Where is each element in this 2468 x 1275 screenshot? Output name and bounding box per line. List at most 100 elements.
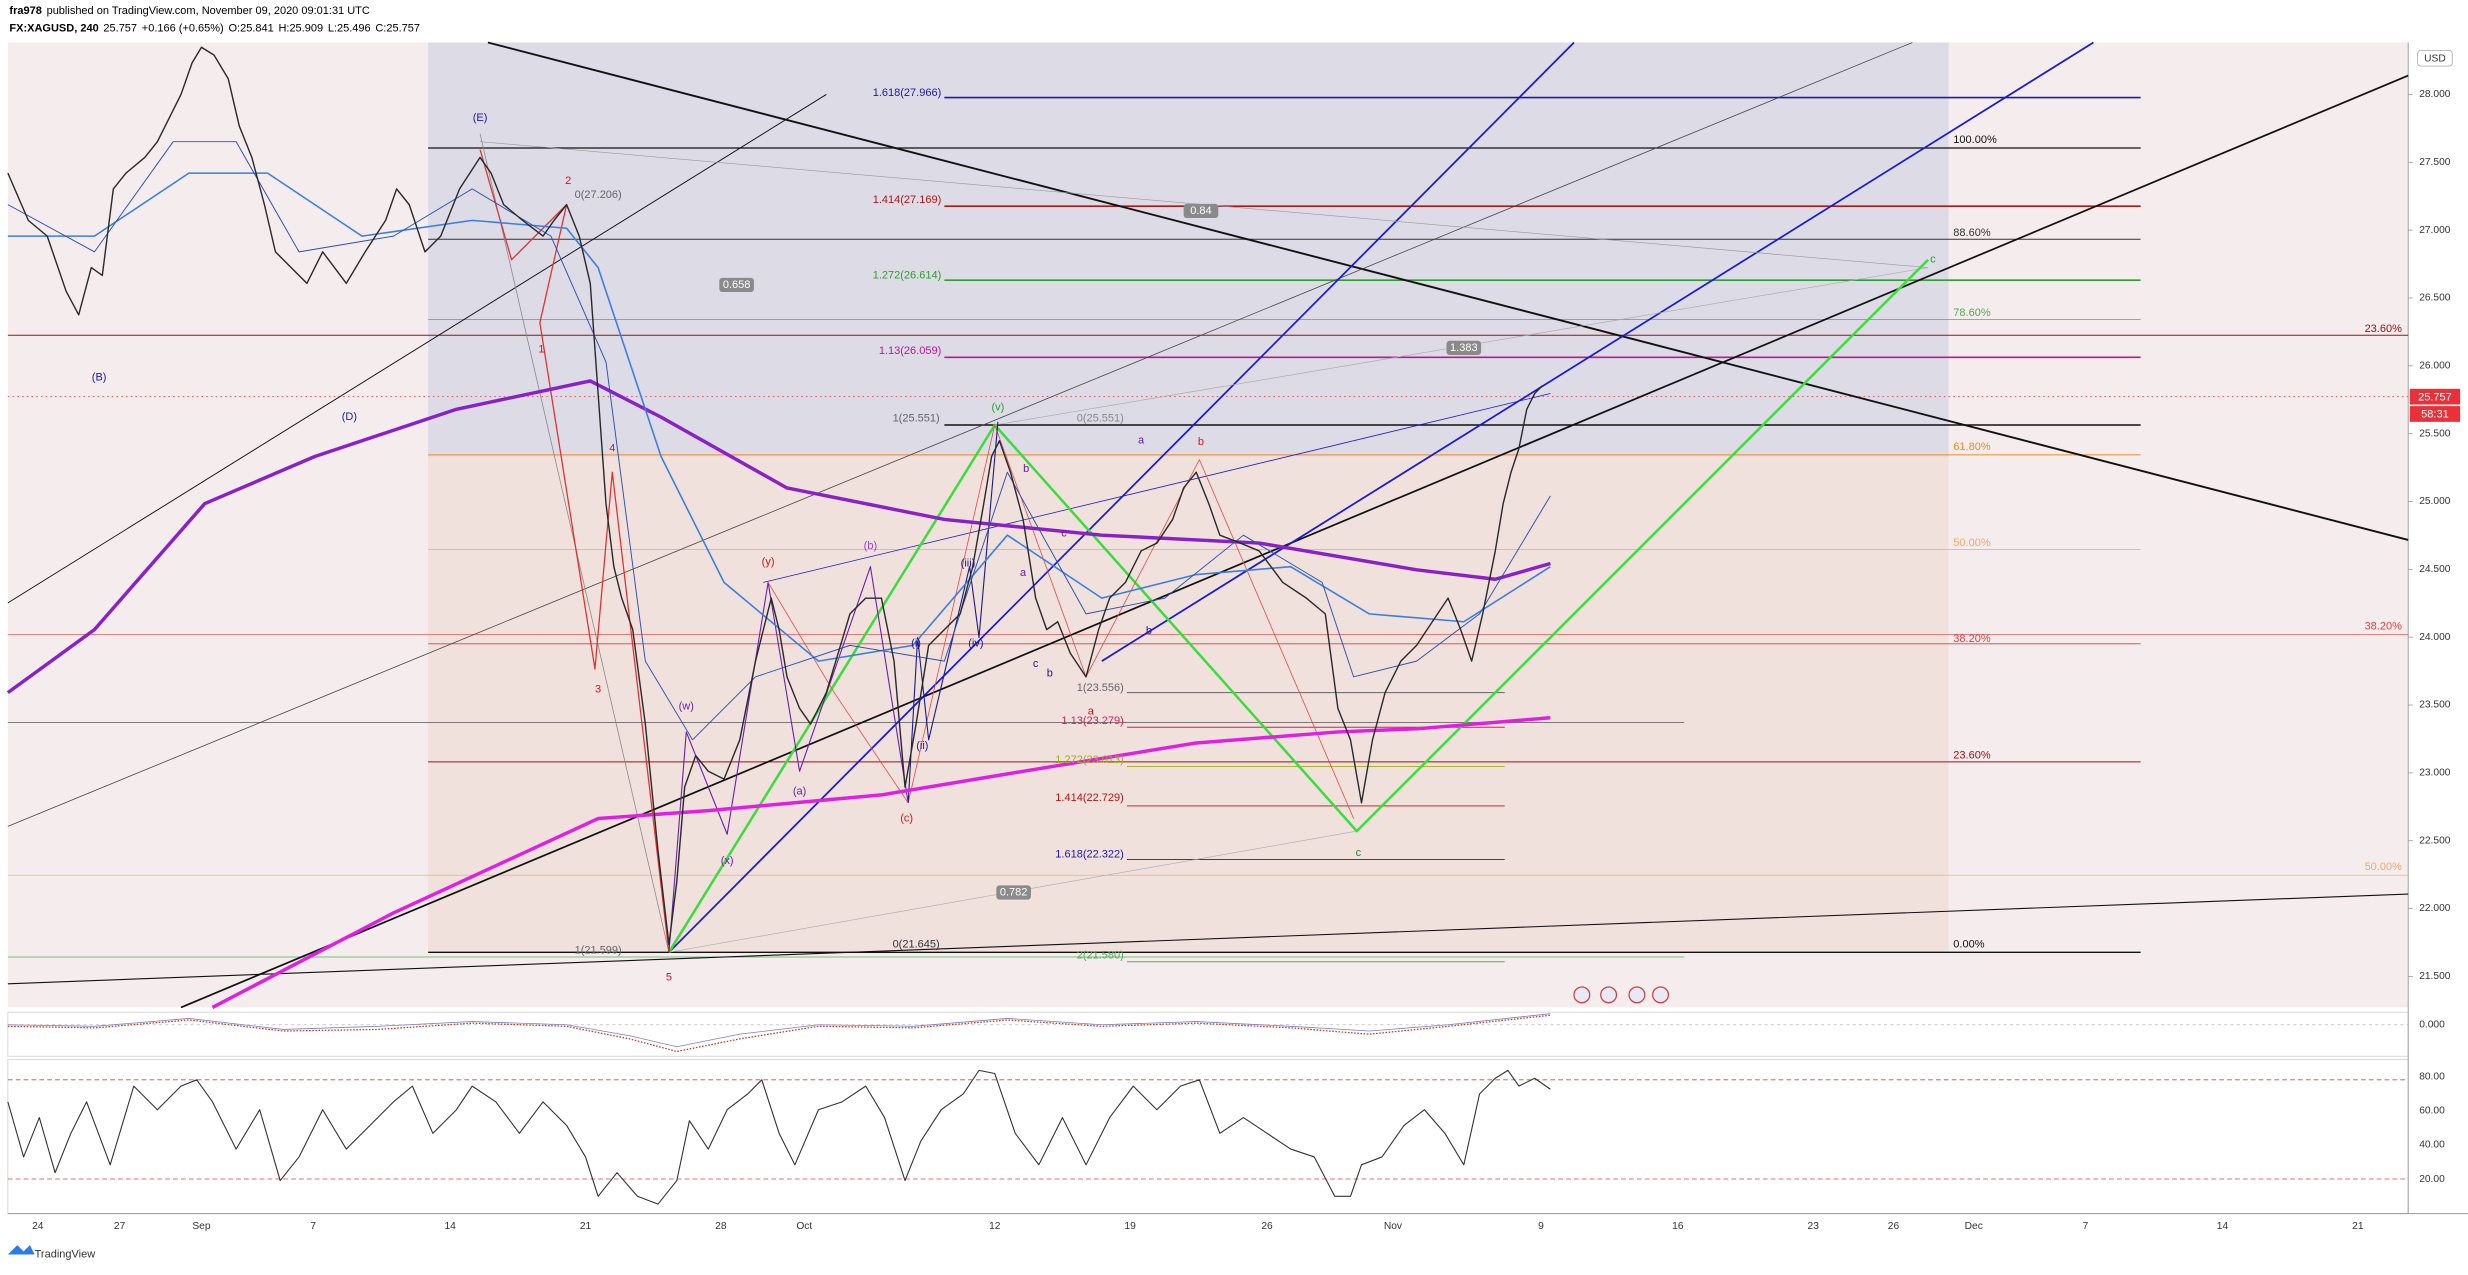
rsi-line	[7, 1069, 1551, 1205]
extension-label: 0(25.551)	[1077, 413, 1124, 425]
price-label: 23.500	[2419, 700, 2451, 711]
wave-label: (D)	[342, 411, 357, 423]
last: 25.757	[103, 22, 137, 34]
time-label: 16	[1672, 1221, 1684, 1232]
wave-label: (v)	[991, 402, 1004, 414]
wave-label: 3	[595, 683, 601, 695]
low: L:25.496	[328, 22, 371, 34]
extension-label: 1(21.599)	[575, 945, 622, 957]
drawings	[6, 41, 2413, 1205]
symbol-line: FX:XAGUSD, 240 25.757 +0.166 (+0.65%) O:25.…	[9, 22, 420, 34]
level-label: 23.60%	[2365, 323, 2403, 335]
price-label: 24.500	[2419, 564, 2451, 575]
extension-label: 0(27.206)	[575, 189, 622, 201]
channel-line	[763, 393, 1551, 583]
price-label: 26.500	[2419, 293, 2451, 304]
close: C:25.757	[375, 22, 420, 34]
rsi-label: 20.00	[2419, 1174, 2445, 1185]
brand: TradingView	[35, 1248, 96, 1260]
time-label: Oct	[796, 1221, 812, 1232]
price-label: 22.500	[2419, 835, 2451, 846]
time-label: 23	[1808, 1221, 1820, 1232]
time-label: Sep	[192, 1221, 210, 1232]
wave-label: b	[1023, 463, 1029, 475]
extension-label: 1.13(26.059)	[879, 345, 941, 357]
trend-line	[487, 41, 2409, 541]
oscillator-pane	[7, 1011, 2409, 1057]
time-label: 14	[2217, 1221, 2229, 1232]
time-label: 21	[580, 1221, 592, 1232]
moving-average	[6, 379, 1551, 694]
time-label: 28	[715, 1221, 727, 1232]
moving-average	[211, 716, 1551, 1009]
wave-label: (x)	[721, 855, 734, 867]
wave-label: (y)	[762, 556, 775, 568]
symbol: FX:XAGUSD, 240	[9, 22, 98, 34]
rsi-label: 60.00	[2419, 1106, 2445, 1117]
channel-line	[1101, 41, 2094, 662]
fib-label: 78.60%	[1953, 307, 1991, 319]
wave-label: c	[1930, 254, 1936, 266]
moving-average	[7, 172, 1551, 662]
brand-logo	[7, 1245, 35, 1255]
wave-label: 2	[565, 175, 571, 187]
extension-label: 1.618(22.322)	[1055, 849, 1123, 861]
trend-line	[7, 893, 2409, 985]
header-line: fra978 published on TradingView.com, Nove…	[9, 5, 369, 17]
time-label: 24	[32, 1221, 44, 1232]
fib-label: 23.60%	[1953, 749, 1991, 761]
extension-label: 1.13(23.279)	[1061, 715, 1123, 727]
extension-label: 1.414(27.169)	[873, 194, 941, 206]
price-label: 22.000	[2419, 903, 2451, 914]
time-label: 21	[2352, 1221, 2364, 1232]
time-label: 12	[989, 1221, 1001, 1232]
price-label: 27.500	[2419, 157, 2451, 168]
rsi-pane	[7, 1058, 2409, 1215]
open: O:25.841	[228, 22, 273, 34]
wave-label: (i)	[911, 638, 921, 650]
price-trace	[7, 46, 1544, 946]
wave-path	[767, 424, 1354, 819]
fib-zone-lower	[428, 456, 1949, 953]
ratio-badge	[719, 277, 754, 292]
fib-label: 100.00%	[1953, 134, 1997, 146]
ratio-label: 0.658	[723, 279, 751, 291]
level-label: 50.00%	[2365, 861, 2403, 873]
oscillator-label: 0.000	[2419, 1019, 2445, 1030]
wave-path	[479, 149, 670, 953]
currency-box	[2417, 49, 2453, 67]
trend-line	[7, 42, 1913, 827]
time-label: 27	[114, 1221, 126, 1232]
published: published on TradingView.com, November 0…	[47, 5, 370, 17]
ratio-badge	[996, 885, 1031, 900]
time-label: 9	[1538, 1221, 1544, 1232]
price-label: 27.000	[2419, 225, 2451, 236]
oscillator-signal	[7, 1014, 1551, 1053]
wave-label: 4	[609, 443, 615, 455]
fib-label: 88.60%	[1953, 227, 1991, 239]
wave-label: b	[1047, 668, 1053, 680]
fib-label: 38.20%	[1953, 633, 1991, 645]
time-label: 19	[1124, 1221, 1136, 1232]
price-label: 21.500	[2419, 971, 2451, 982]
wave-label: a	[1138, 435, 1145, 447]
wave-label: (a)	[793, 786, 806, 798]
wave-label: c	[1033, 658, 1039, 670]
extension-label: 1.414(22.729)	[1055, 792, 1123, 804]
moving-average	[7, 141, 1551, 741]
time-label: 7	[310, 1221, 316, 1232]
countdown-box	[2409, 406, 2461, 422]
event-flag	[1628, 986, 1646, 1004]
extension-label: 0(21.645)	[893, 938, 940, 950]
extension-label: 1.272(26.614)	[873, 269, 941, 281]
oscillator-line	[7, 1013, 1551, 1048]
level-label: 38.20%	[2365, 620, 2403, 632]
price-label: 24.000	[2419, 632, 2451, 643]
change: +0.166 (+0.65%)	[142, 22, 224, 34]
wave-label: a	[1020, 567, 1027, 579]
trend-line	[7, 94, 827, 604]
wave-label: (b)	[864, 540, 877, 552]
extension-label: 1.618(27.966)	[873, 87, 941, 99]
price-label: 26.000	[2419, 361, 2451, 372]
